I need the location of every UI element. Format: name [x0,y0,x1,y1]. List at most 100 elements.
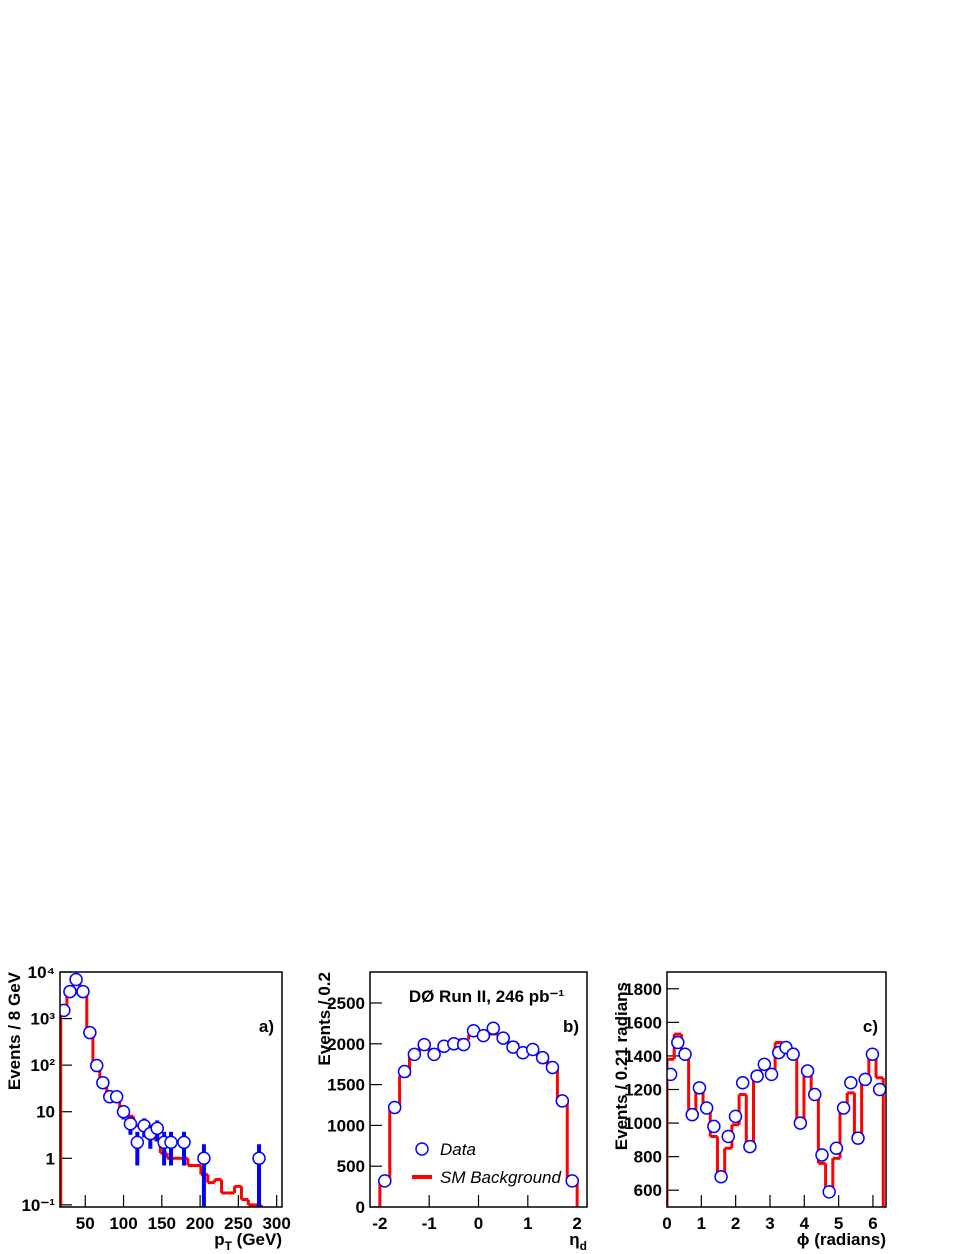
data-point [526,1042,540,1057]
data-point [707,1119,721,1134]
y-tick-label: 1000 [327,1116,365,1135]
data-point [735,1076,750,1090]
data-point [555,1094,570,1108]
data-point [89,1058,104,1073]
data-point [714,1170,728,1184]
data-point [793,1116,808,1130]
data-point [764,1067,779,1082]
panel-label: a) [259,1017,274,1036]
data-point [786,1047,800,1061]
x-tick-label: 0 [474,1214,483,1233]
panel-label: c) [863,1017,878,1036]
x-tick-label: 300 [262,1214,290,1233]
y-tick-label: 600 [634,1181,662,1200]
data-points [667,1035,886,1199]
data-point [96,1075,110,1090]
x-label-main: ϕ (radians) [797,1230,886,1249]
y-tick-label: 800 [634,1148,662,1167]
data-point [476,1028,491,1043]
data-point [865,1047,880,1061]
data-point [407,1047,422,1062]
data-point [535,1050,550,1065]
x-tick-label: 100 [109,1214,137,1233]
data-point [851,1131,865,1145]
frame [369,971,588,1208]
data-point [829,1141,844,1155]
y-tick-label: 10⁴ [28,963,55,982]
data-point [387,1100,402,1115]
data-point [486,1021,501,1036]
legend-label: SM Background [440,1168,561,1187]
data-point [685,1107,699,1122]
x-label-sub: T [225,1239,233,1253]
frame [666,971,887,1208]
y-tick-label: 2500 [327,994,365,1013]
x-axis-label: ϕ (radians) [797,1230,886,1249]
data-point [800,1064,815,1078]
y-tick-label: 10 [36,1103,55,1122]
y-tick-label: 1 [46,1149,55,1168]
x-tick-label: -2 [372,1214,387,1233]
data-point [743,1139,757,1154]
panel: 10⁻¹ 1 10 10² 10³ 10⁴ 50 100 150 200 250 300 Events … [5,963,291,1253]
y-tick-label: 2000 [327,1035,365,1054]
y-axis-label: Events / 0.21 radians [612,982,631,1150]
data-point [130,1135,145,1150]
y-tick-label: 500 [337,1157,365,1176]
background-hist [60,976,263,1207]
data-point [252,1151,266,1166]
x-tick-label: 0 [662,1214,671,1233]
frame [59,971,283,1208]
y-tick-label: 10⁻¹ [21,1196,55,1215]
x-label-rest: (GeV) [232,1230,282,1249]
x-tick-label: 1 [697,1214,706,1233]
data-points [378,1021,579,1188]
y-tick-label: 1200 [624,1081,662,1100]
x-tick-label: 6 [868,1214,877,1233]
y-axis-label: Events / 8 GeV [5,971,24,1090]
y-axis-label: Events / 0.2 [315,972,334,1066]
data-points [60,972,266,1207]
data-point [417,1037,431,1052]
background-hist [667,1032,885,1207]
data-point [123,1117,138,1131]
y-tick-label: 10³ [30,1010,55,1029]
x-tick-label: 4 [800,1214,810,1233]
data-point [858,1072,872,1087]
data-point [872,1082,886,1097]
data-point [164,1135,178,1150]
y-tick-label: 1600 [624,1013,662,1032]
x-label-sub: d [580,1239,587,1253]
x-axis-label: ηd [569,1230,587,1253]
data-point [815,1148,829,1162]
x-tick-label: 1 [523,1214,532,1233]
data-point [699,1101,714,1115]
x-label-main: p [214,1230,224,1249]
x-tick-label: 50 [76,1214,95,1233]
data-point [836,1101,851,1115]
data-point [63,984,77,999]
data-point [397,1064,412,1079]
data-point [728,1109,743,1124]
data-point [822,1185,836,1199]
data-point [378,1174,392,1188]
y-tick-label: 1500 [327,1076,365,1095]
data-point [496,1031,510,1045]
data-point [545,1060,560,1075]
data-point [671,1035,685,1050]
panel: 600 800 1000 1200 1400 1600 1800 0 1 2 3 4 5 6 Events … [612,971,887,1249]
y-tick-label: 1400 [624,1047,662,1066]
data-point [150,1121,164,1136]
legend-marker [415,1142,429,1156]
legend-label: Data [440,1140,476,1159]
x-label-main: η [569,1230,579,1249]
x-tick-label: 150 [148,1214,176,1233]
data-point [667,1067,678,1082]
x-tick-label: 2 [572,1214,581,1233]
data-point [427,1047,441,1062]
data-point [197,1151,211,1166]
y-tick-label: 1800 [624,980,662,999]
x-axis-label: pT (GeV) [214,1230,282,1253]
x-tick-label: 3 [765,1214,774,1233]
chart-title: DØ Run II, 246 pb⁻¹ [409,987,565,1006]
